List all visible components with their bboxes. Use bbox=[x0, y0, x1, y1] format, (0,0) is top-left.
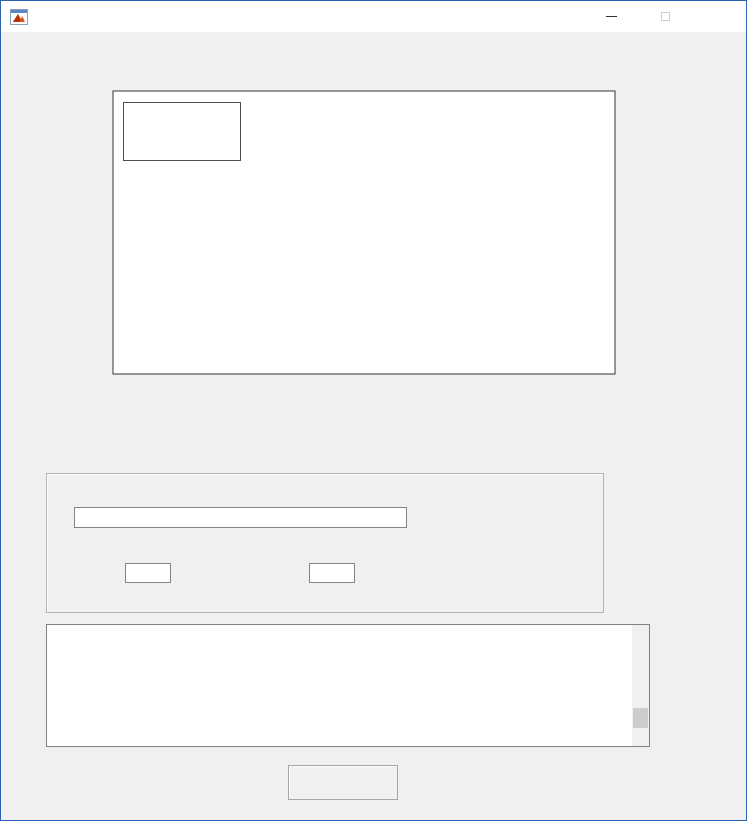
reads-line-swatch bbox=[130, 114, 174, 117]
maximize-icon bbox=[660, 12, 670, 21]
test-setup-group bbox=[46, 473, 604, 613]
titlebar bbox=[1, 1, 746, 32]
maximize-button[interactable] bbox=[642, 1, 688, 32]
axis-box bbox=[112, 90, 616, 375]
write-read-line-swatch bbox=[130, 148, 174, 151]
scrollbar-thumb[interactable] bbox=[633, 708, 648, 728]
speed-chart bbox=[112, 90, 616, 375]
legend-entry-write-read bbox=[124, 141, 240, 158]
legend-entry-reads bbox=[124, 107, 240, 124]
seconds-input[interactable] bbox=[309, 563, 355, 583]
legend-entry-writes bbox=[124, 124, 240, 141]
scroll-up-button[interactable] bbox=[632, 625, 649, 641]
start-test-button[interactable] bbox=[288, 765, 398, 800]
results-listbox[interactable] bbox=[46, 624, 650, 747]
minimize-icon bbox=[605, 16, 617, 17]
matlab-figure-icon bbox=[10, 9, 28, 25]
minimize-button[interactable] bbox=[588, 1, 634, 32]
vector-lengths-input[interactable] bbox=[74, 507, 407, 528]
chart-legend bbox=[123, 102, 241, 161]
biquads-input[interactable] bbox=[125, 563, 171, 583]
writes-line-swatch bbox=[130, 131, 174, 134]
scroll-down-button[interactable] bbox=[632, 730, 649, 746]
vertical-scrollbar[interactable] bbox=[632, 625, 649, 746]
